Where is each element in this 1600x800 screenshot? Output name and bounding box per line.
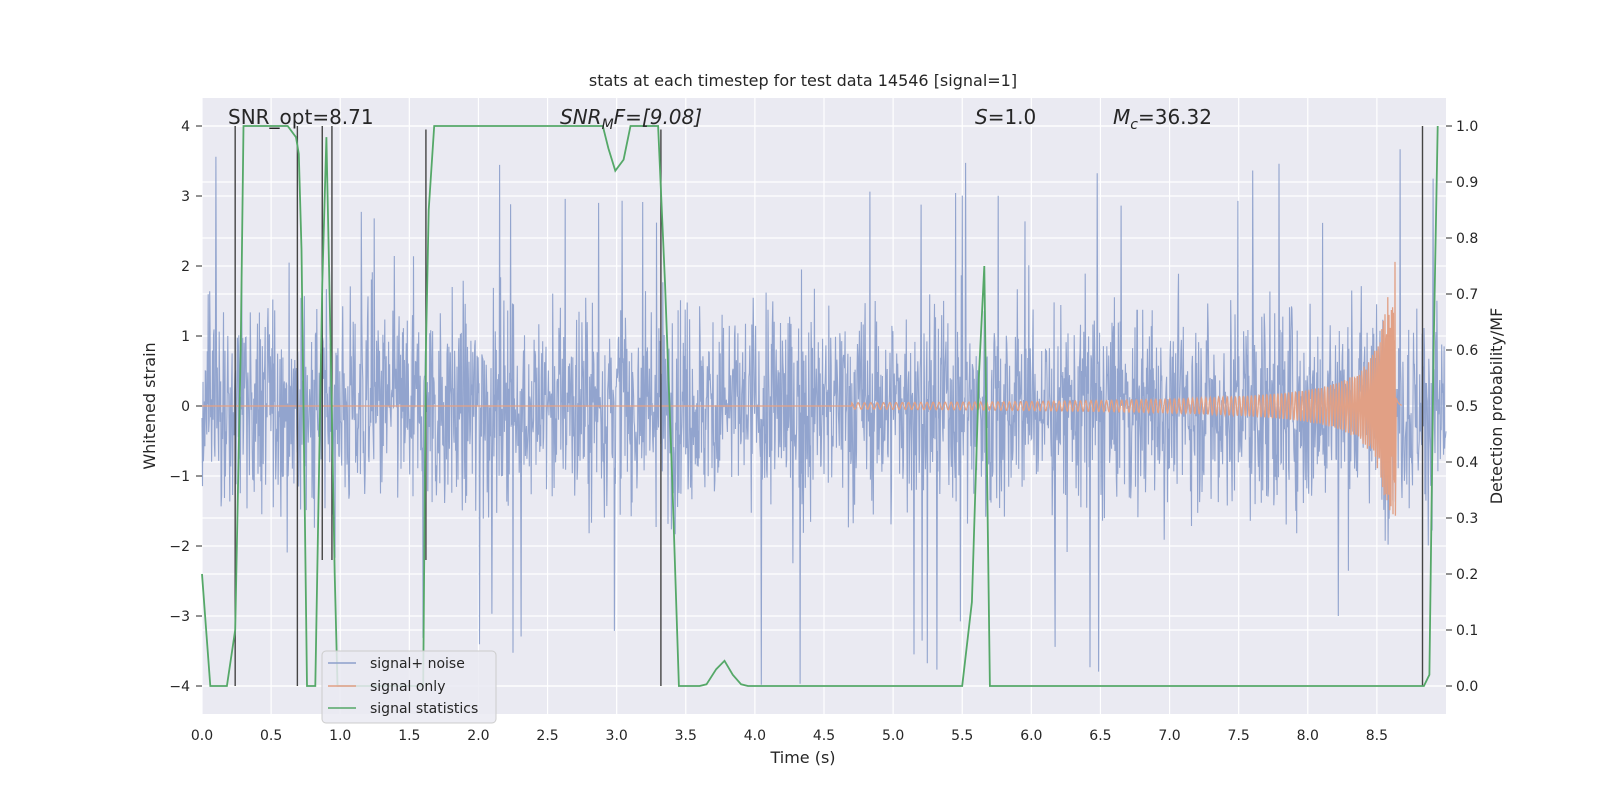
- right-y-tick-label: 0.8: [1456, 231, 1478, 247]
- annotation-snr-mf-sub: M: [602, 117, 614, 133]
- x-tick-label: 7.5: [1228, 728, 1250, 744]
- x-tick-label: 7.0: [1158, 728, 1180, 744]
- right-y-axis-ticks: 1.0 0.9 0.8 0.7 0.6 0.5 0.4 0.3 0.2 0.1 0.0: [1446, 119, 1478, 695]
- right-y-tick-label: 0.1: [1456, 623, 1478, 639]
- right-y-tick-label: 0.2: [1456, 567, 1478, 583]
- signal-statistics-line: [201, 125, 1439, 687]
- left-y-tick-label: −3: [169, 609, 190, 625]
- x-axis-ticks: 0.0 0.5 1.0 1.5 2.0 2.5 3.0 3.5 4.0 4.5 5.0 5.5 6.0 6…: [191, 728, 1388, 744]
- right-y-tick-label: 0.0: [1456, 679, 1478, 695]
- annotation-snr-mf-f: F=[9.08]: [614, 105, 702, 129]
- annotation-snr-mf-base: SNR: [560, 105, 602, 129]
- right-y-axis-label: Detection probability/MF: [1487, 308, 1506, 505]
- annotation-mc-sub: c: [1130, 117, 1138, 133]
- left-y-axis-ticks: 4 3 2 1 0 −1 −2 −3 −4: [169, 119, 202, 695]
- signal-noise-line: [201, 149, 1447, 685]
- right-y-tick-label: 0.9: [1456, 175, 1478, 191]
- annotation-s: S=1.0: [975, 105, 1036, 129]
- x-tick-label: 2.0: [467, 728, 489, 744]
- x-tick-label: 1.0: [329, 728, 351, 744]
- annotation-s-base: S: [975, 105, 988, 129]
- legend: signal+ noise signal only signal statist…: [321, 650, 497, 724]
- annotation-snr-opt: SNR_opt=8.71: [228, 105, 374, 129]
- annotation-mc: Mc=36.32: [1113, 105, 1212, 133]
- legend-label-signal-noise: signal+ noise: [370, 656, 465, 672]
- x-tick-label: 8.0: [1297, 728, 1319, 744]
- right-y-tick-label: 1.0: [1456, 119, 1478, 135]
- x-tick-label: 5.5: [951, 728, 973, 744]
- left-y-tick-label: −2: [169, 539, 190, 555]
- x-tick-label: 6.0: [1020, 728, 1042, 744]
- left-y-tick-label: 3: [181, 189, 190, 205]
- right-y-tick-label: 0.6: [1456, 343, 1478, 359]
- right-y-tick-label: 0.3: [1456, 511, 1478, 527]
- signal-noise-series: [201, 149, 1447, 685]
- x-tick-label: 3.5: [675, 728, 697, 744]
- left-y-tick-label: 0: [181, 399, 190, 415]
- x-tick-label: 8.5: [1366, 728, 1388, 744]
- legend-label-signal-only: signal only: [370, 679, 445, 695]
- x-tick-label: 5.0: [882, 728, 904, 744]
- x-tick-label: 1.5: [398, 728, 420, 744]
- left-y-tick-label: −4: [169, 679, 190, 695]
- x-axis-label: Time (s): [769, 748, 835, 767]
- signal-statistics-series: [201, 125, 1439, 687]
- x-tick-label: 0.0: [191, 728, 213, 744]
- right-y-tick-label: 0.7: [1456, 287, 1478, 303]
- annotation-mc-value: =36.32: [1138, 105, 1212, 129]
- x-tick-label: 6.5: [1089, 728, 1111, 744]
- x-tick-label: 4.5: [813, 728, 835, 744]
- annotation-s-value: =1.0: [988, 105, 1037, 129]
- annotation-snr-mf: SNRMF=[9.08]: [560, 105, 702, 133]
- signal-only-line: [202, 261, 1402, 516]
- left-y-tick-label: −1: [169, 469, 190, 485]
- x-tick-label: 0.5: [260, 728, 282, 744]
- left-y-tick-label: 1: [181, 329, 190, 345]
- legend-box: [321, 650, 497, 724]
- legend-label-signal-statistics: signal statistics: [370, 701, 478, 717]
- annotation-mc-base: M: [1113, 105, 1130, 129]
- signal-only-series: [202, 261, 1402, 516]
- left-y-axis-label: Whitened strain: [140, 342, 159, 469]
- x-tick-label: 2.5: [536, 728, 558, 744]
- right-y-tick-label: 0.4: [1456, 455, 1478, 471]
- left-y-tick-label: 2: [181, 259, 190, 275]
- right-y-tick-label: 0.5: [1456, 399, 1478, 415]
- x-tick-label: 4.0: [744, 728, 766, 744]
- left-y-tick-label: 4: [181, 119, 190, 135]
- chart-title: stats at each timestep for test data 145…: [589, 71, 1017, 90]
- x-tick-label: 3.0: [606, 728, 628, 744]
